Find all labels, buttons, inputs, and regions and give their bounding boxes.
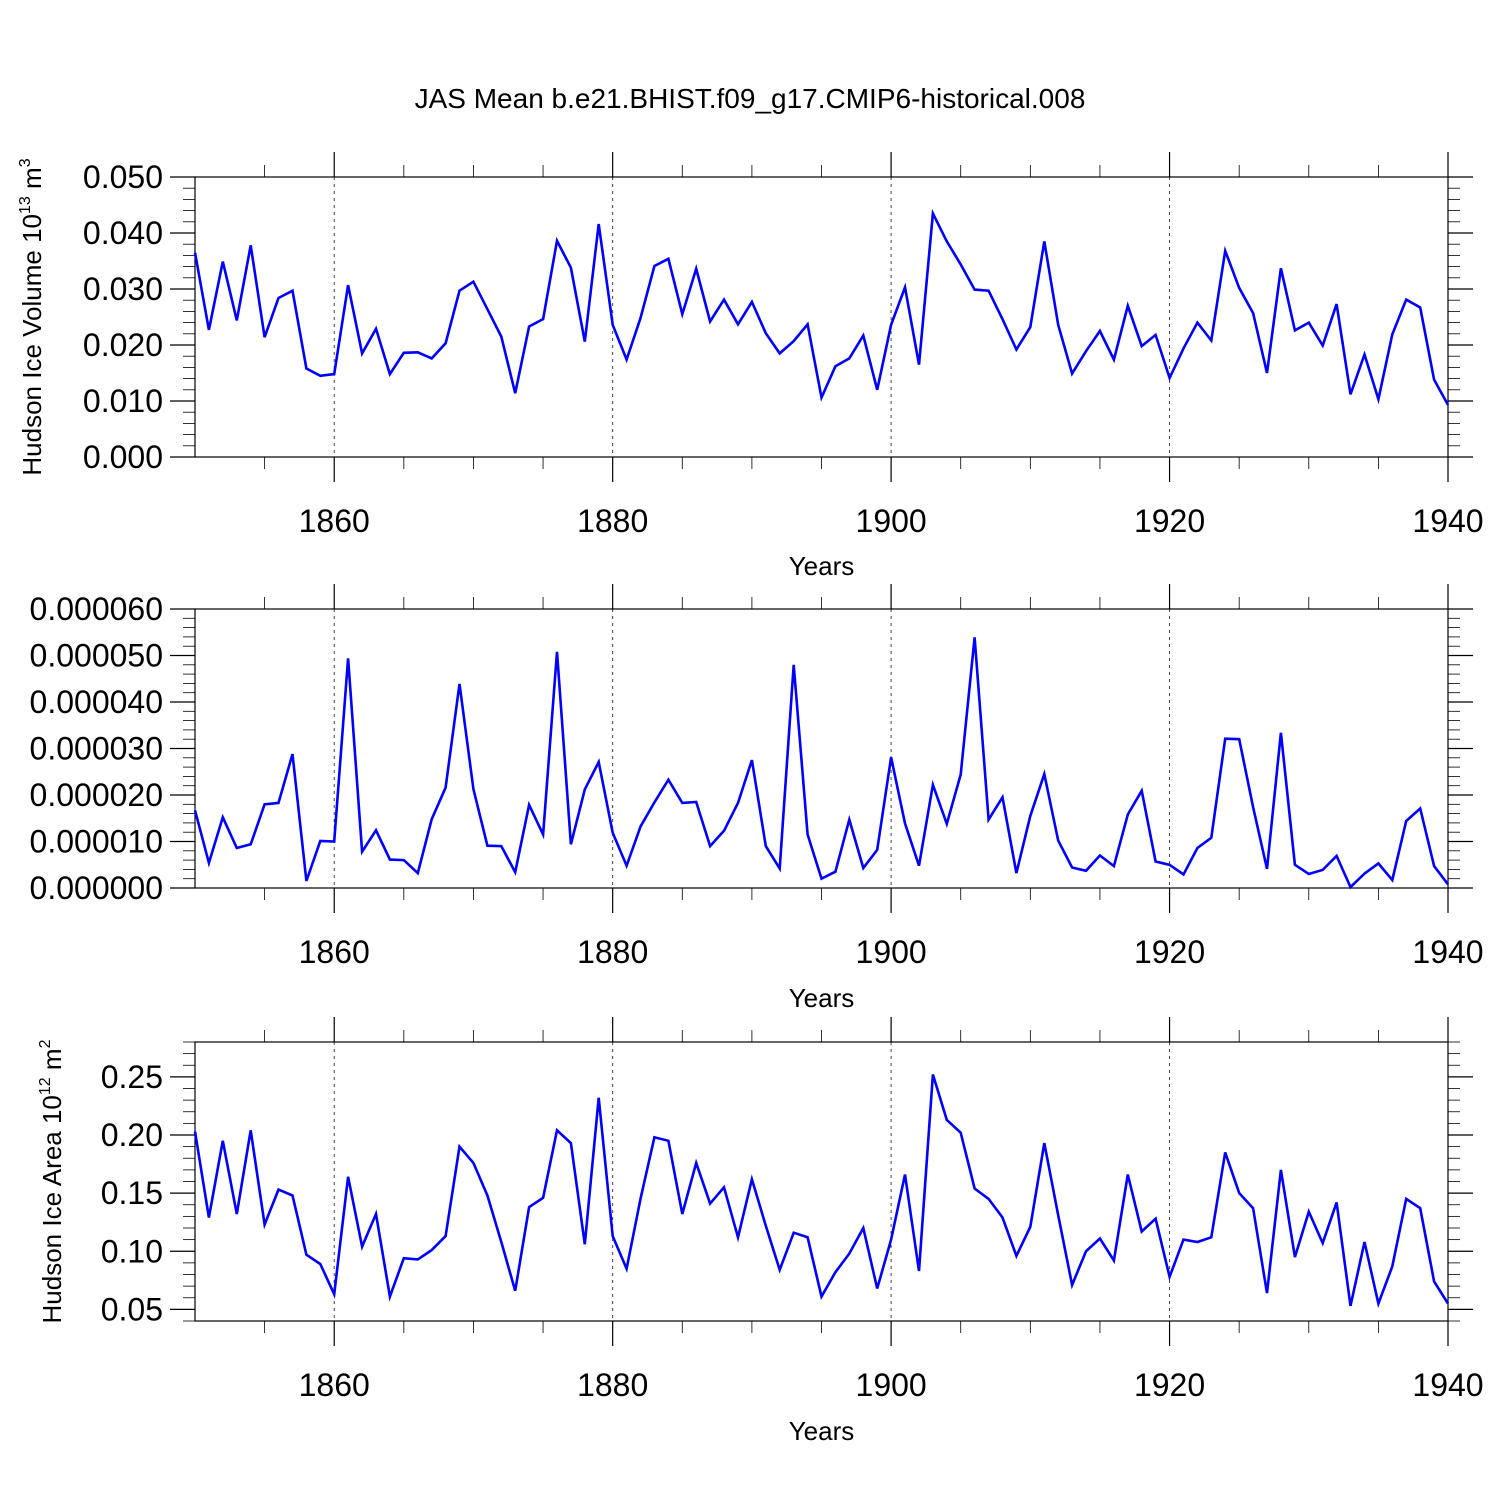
x-tick-label: 1940 xyxy=(1412,1367,1483,1403)
x-tick-label: 1920 xyxy=(1134,934,1205,970)
panel-3: 0.05 0.10 0.15 0.20 0.25 1860 1880 1900 1920 1940… xyxy=(37,1017,1484,1446)
x-axis-label: Years xyxy=(789,1416,855,1446)
x-tick-label: 1920 xyxy=(1134,1367,1205,1403)
panel-2: 0.000000 0.000010 0.000020 0.000030 0.000040… xyxy=(30,584,1484,1013)
x-tick-label: 1940 xyxy=(1412,934,1483,970)
y-tick-label: 0.000010 xyxy=(30,824,163,860)
y-tick-label: 0.000030 xyxy=(30,731,163,767)
y-tick-label: 0.050 xyxy=(83,159,163,195)
y-tick-label: 0.020 xyxy=(83,327,163,363)
y-tick-label: 0.040 xyxy=(83,215,163,251)
x-tick-label: 1880 xyxy=(577,503,648,539)
y-tick-label: 0.000020 xyxy=(30,777,163,813)
y-tick-label: 0.010 xyxy=(83,383,163,419)
x-tick-label: 1860 xyxy=(299,934,370,970)
y-tick-label: 0.25 xyxy=(101,1059,163,1095)
series-line xyxy=(193,1074,1450,1309)
y-tick-label: 0.20 xyxy=(101,1117,163,1153)
x-axis-label: Years xyxy=(789,551,855,581)
y-axis-label: Hudson Ice Area 1012 m2 xyxy=(37,1039,67,1323)
y-tick-label: 0.000060 xyxy=(30,591,163,627)
x-tick-label: 1900 xyxy=(856,934,927,970)
series-line xyxy=(193,208,1450,406)
x-tick-label: 1880 xyxy=(577,1367,648,1403)
y-tick-label: 0.05 xyxy=(101,1291,163,1327)
x-tick-label: 1940 xyxy=(1412,503,1483,539)
plot-frame xyxy=(194,176,1449,458)
plot-frame xyxy=(194,1041,1449,1322)
y-tick-label: 0.15 xyxy=(101,1175,163,1211)
series-line xyxy=(193,637,1450,890)
x-tick-label: 1900 xyxy=(856,503,927,539)
chart-title: JAS Mean b.e21.BHIST.f09_g17.CMIP6-histo… xyxy=(415,83,1086,114)
y-tick-label: 0.030 xyxy=(83,271,163,307)
x-tick-label: 1860 xyxy=(299,1367,370,1403)
x-tick-label: 1860 xyxy=(299,503,370,539)
y-tick-label: 0.000040 xyxy=(30,684,163,720)
x-tick-label: 1900 xyxy=(856,1367,927,1403)
x-tick-label: 1880 xyxy=(577,934,648,970)
y-tick-label: 0.000000 xyxy=(30,870,163,906)
panels: 0.000 0.010 0.020 0.030 0.040 0.050 1860 1880 19… xyxy=(17,152,1484,1446)
y-tick-label: 0.10 xyxy=(101,1233,163,1269)
panel-1: 0.000 0.010 0.020 0.030 0.040 0.050 1860 1880 19… xyxy=(17,152,1484,581)
x-tick-label: 1920 xyxy=(1134,503,1205,539)
y-tick-label: 0.000050 xyxy=(30,638,163,674)
y-axis-label: Hudson Ice Volume 1013 m3 xyxy=(17,158,47,475)
y-tick-label: 0.000 xyxy=(83,439,163,475)
x-axis-label: Years xyxy=(789,983,855,1013)
